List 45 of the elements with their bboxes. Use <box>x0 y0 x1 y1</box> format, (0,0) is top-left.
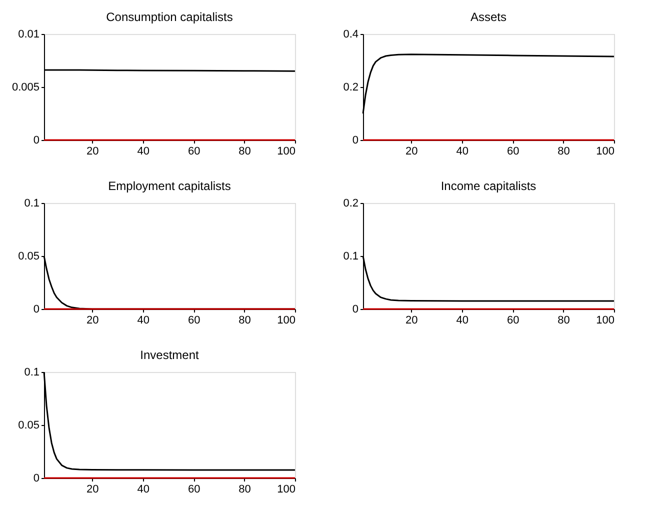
chart-title: Consumption capitalists <box>106 10 233 24</box>
x-tick-label: 60 <box>188 314 200 326</box>
x-tick-label: 60 <box>506 314 520 326</box>
x-tick-label: 20 <box>406 146 418 158</box>
x-tick-label: 40 <box>137 314 150 326</box>
y-tick-label: 0.1 <box>343 250 358 262</box>
y-tick-label: 0.2 <box>343 82 358 94</box>
x-tick-label: 80 <box>558 146 570 158</box>
chart-title: Investment <box>140 348 200 362</box>
y-tick-label: 0.01 <box>18 28 40 40</box>
x-tick-label: 60 <box>188 146 200 158</box>
x-tick-label: 20 <box>86 146 99 158</box>
x-tick-label: 80 <box>558 314 570 326</box>
y-tick-label: 0 <box>33 134 40 146</box>
x-tick-label: 20 <box>406 314 418 326</box>
x-tick-label: 100 <box>277 146 296 158</box>
x-tick-label: 100 <box>596 314 614 326</box>
x-tick-label: 40 <box>456 146 469 158</box>
x-tick-label: 80 <box>238 484 251 496</box>
y-tick-label: 0.1 <box>24 198 40 210</box>
y-tick-label: 0.05 <box>18 420 40 432</box>
chart-title: Income capitalists <box>440 179 536 193</box>
x-tick-label: 100 <box>277 484 296 496</box>
x-tick-label: 40 <box>137 146 150 158</box>
y-tick-label: 0 <box>33 472 40 484</box>
x-tick-label: 40 <box>137 484 150 496</box>
x-tick-label: 40 <box>456 314 469 326</box>
y-tick-label: 0.2 <box>343 198 358 210</box>
x-tick-label: 60 <box>506 146 520 158</box>
x-tick-label: 20 <box>86 484 99 496</box>
y-tick-label: 0.1 <box>24 366 40 378</box>
y-tick-label: 0.4 <box>343 28 358 40</box>
x-tick-label: 100 <box>596 146 614 158</box>
x-tick-label: 20 <box>86 314 99 326</box>
x-tick-label: 60 <box>188 484 200 496</box>
y-tick-label: 0.005 <box>12 82 40 94</box>
y-tick-label: 0 <box>352 134 358 146</box>
y-tick-label: 0 <box>352 304 358 316</box>
x-tick-label: 100 <box>277 314 296 326</box>
x-tick-label: 80 <box>238 314 251 326</box>
y-tick-label: 0.05 <box>18 250 40 262</box>
x-tick-label: 80 <box>238 146 251 158</box>
y-tick-label: 0 <box>33 304 40 316</box>
chart-title: Employment capitalists <box>108 179 231 193</box>
chart-title: Assets <box>470 10 507 24</box>
